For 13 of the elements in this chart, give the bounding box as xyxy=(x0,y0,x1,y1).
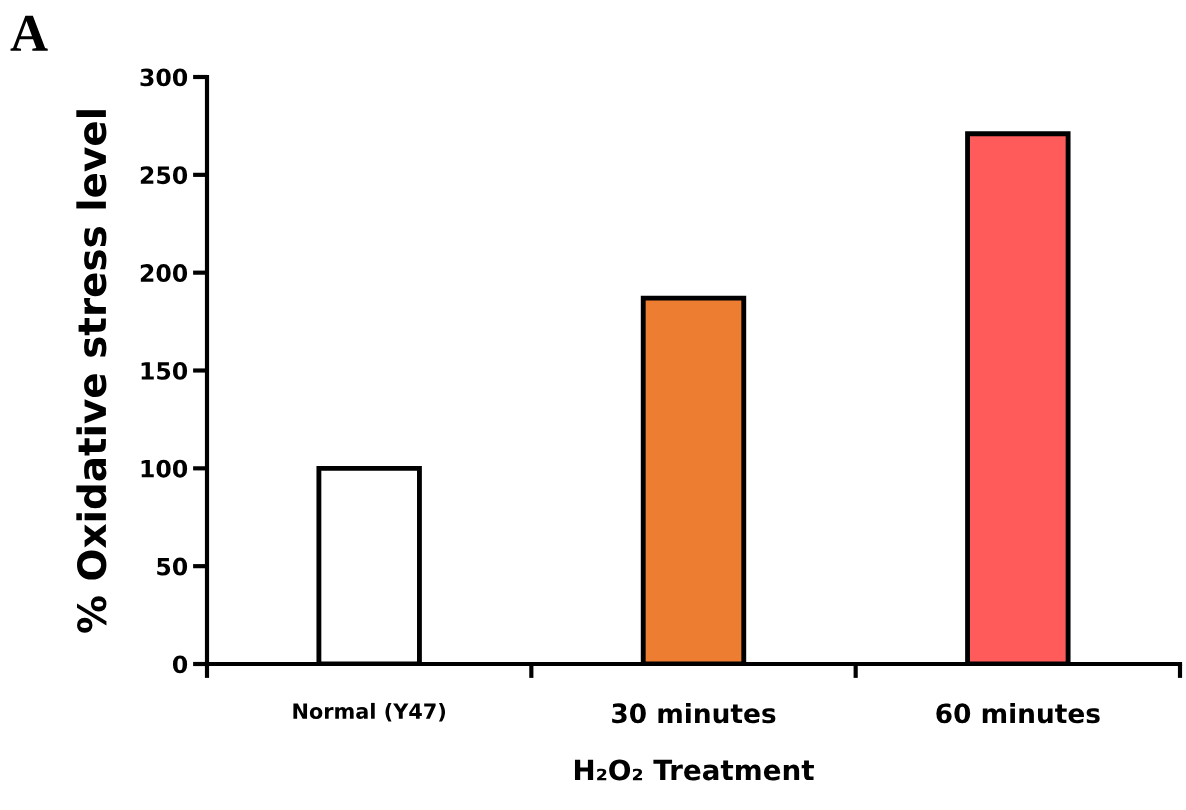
x-axis-title: H₂O₂ Treatment xyxy=(574,759,814,781)
y-tick-label: 50 xyxy=(157,557,188,576)
x-tick-label: 30 minutes xyxy=(612,702,776,724)
text: A xyxy=(10,15,48,51)
y-tick-label: 150 xyxy=(141,361,188,380)
y-tick-label: 0 xyxy=(172,655,188,674)
y-tick-label: 200 xyxy=(140,264,188,282)
y-tick-label: 250 xyxy=(140,166,188,185)
x-tick-label: 60 minutes xyxy=(936,702,1100,724)
x-tick-label: Normal (Y47) xyxy=(293,702,446,722)
y-tick-label: 100 xyxy=(141,459,188,478)
y-tick-label: 300 xyxy=(140,68,188,87)
y-axis-title: % Oxidative stress level xyxy=(76,110,107,633)
